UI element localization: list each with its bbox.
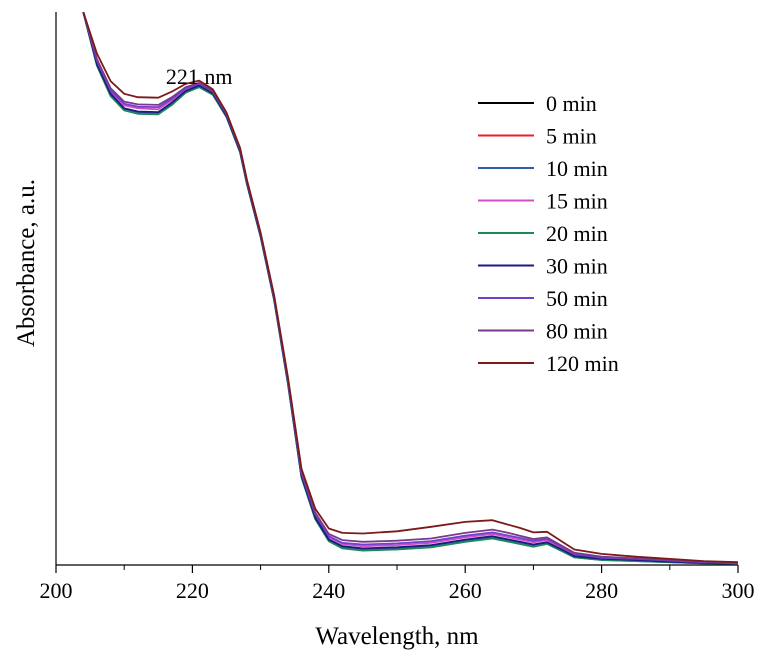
legend-label: 120 min (546, 351, 619, 376)
legend: 0 min 5 min 10 min 15 min 20 min 30 min 50 min… (478, 91, 619, 376)
legend-label: 30 min (546, 254, 608, 279)
x-tick-label: 260 (449, 578, 482, 603)
x-tick-label: 280 (585, 578, 618, 603)
axes-layer (55, 12, 738, 566)
x-tick-label: 200 (40, 578, 73, 603)
annotations-layer: 221 nm (166, 64, 233, 89)
legend-label: 20 min (546, 221, 608, 246)
legend-label: 0 min (546, 91, 597, 116)
series-line-80-min (82, 12, 738, 564)
x-tick-label: 220 (176, 578, 209, 603)
legend-label: 10 min (546, 156, 608, 181)
series-line-30-min (82, 12, 738, 565)
x-tick-label: 300 (722, 578, 755, 603)
peak-annotation: 221 nm (166, 64, 233, 89)
series-line-50-min (82, 12, 738, 565)
legend-label: 80 min (546, 319, 608, 344)
y-axis-title: Absorbance, a.u. (13, 179, 40, 347)
legend-label: 5 min (546, 124, 597, 149)
series-line-120-min (82, 12, 738, 564)
x-axis-title: Wavelength, nm (315, 623, 479, 650)
x-ticks-layer: 200 220 240 260 280 300 (40, 565, 755, 603)
legend-label: 50 min (546, 286, 608, 311)
legend-label: 15 min (546, 189, 608, 214)
x-tick-label: 240 (312, 578, 345, 603)
series-layer (82, 12, 738, 565)
